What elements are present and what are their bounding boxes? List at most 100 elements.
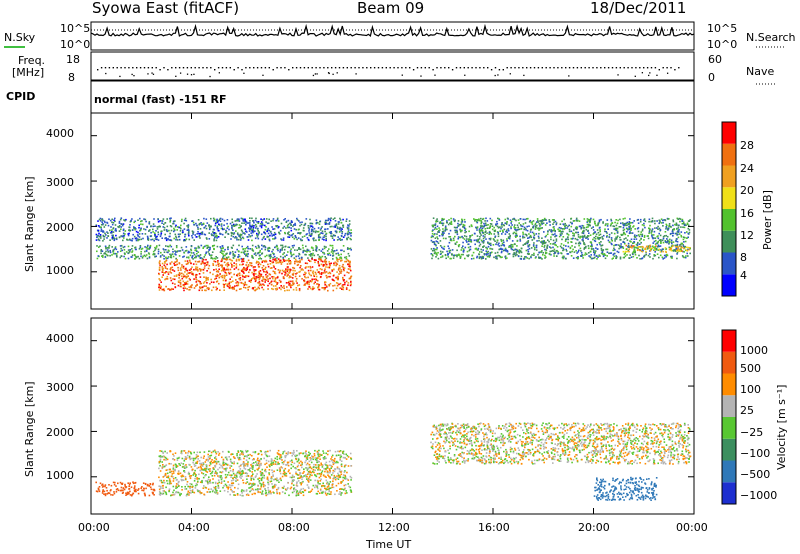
power-echo-point <box>564 240 567 242</box>
power-echo-point <box>553 253 555 255</box>
power-echo-point <box>179 226 181 229</box>
power-echo-point <box>192 252 195 254</box>
power-echo-point <box>237 219 240 222</box>
power-echo-point <box>207 278 209 281</box>
power-echo-point <box>299 266 301 269</box>
velocity-echo-point <box>178 463 180 465</box>
power-echo-point <box>432 217 435 219</box>
power-echo-point <box>678 244 681 246</box>
power-echo-point <box>302 269 304 271</box>
power-echo-point <box>166 275 169 278</box>
freq-point <box>190 67 192 69</box>
velocity-echo-point <box>224 483 227 486</box>
power-echo-point <box>100 223 103 226</box>
power-echo-point <box>222 269 224 271</box>
power-echo-point <box>265 221 267 223</box>
power-echo-point <box>593 231 596 234</box>
power-echo-point <box>102 234 105 237</box>
power-echo-point <box>308 230 310 232</box>
power-echo-point <box>476 240 479 243</box>
power-echo-point <box>231 227 233 230</box>
power-echo-point <box>342 263 344 266</box>
power-echo-point <box>292 266 294 269</box>
power-echo-point <box>608 252 610 255</box>
power-echo-point <box>188 234 190 237</box>
power-echo-point <box>512 218 514 220</box>
power-echo-point <box>479 251 481 253</box>
power-echo-point <box>337 260 339 263</box>
power-echo-point <box>197 245 200 248</box>
power-echo-point <box>486 232 488 234</box>
power-echo-point <box>276 245 278 248</box>
power-echo-point <box>293 244 295 247</box>
power-echo-point <box>313 239 315 242</box>
power-echo-point <box>455 229 457 232</box>
power-echo-point <box>287 282 290 284</box>
power-echo-point <box>242 263 244 265</box>
power-echo-point <box>214 224 217 227</box>
power-echo-point <box>446 228 448 231</box>
power-echo-point <box>683 256 685 259</box>
power-echo-point <box>680 248 682 250</box>
power-echo-point <box>480 225 483 228</box>
power-echo-point <box>260 221 263 223</box>
power-echo-point <box>503 249 506 251</box>
power-echo-point <box>173 237 175 240</box>
power-echo-point <box>494 252 497 254</box>
power-echo-point <box>626 239 629 241</box>
velocity-echo-point <box>152 483 154 486</box>
power-echo-point <box>241 260 243 263</box>
power-echo-point <box>253 266 255 268</box>
power-echo-point <box>347 224 349 226</box>
power-echo-point <box>487 242 489 244</box>
power-echo-point <box>241 270 243 272</box>
power-echo-point <box>348 263 351 265</box>
power-echo-point <box>340 221 343 224</box>
power-echo-point <box>436 247 438 249</box>
power-echo-point <box>152 231 154 233</box>
power-echo-point <box>248 285 251 288</box>
power-echo-point <box>282 253 284 256</box>
freq-point <box>249 67 251 69</box>
power-echo-point <box>602 234 605 237</box>
power-echo-point <box>339 219 342 221</box>
power-echo-point <box>169 219 172 222</box>
power-echo-point <box>329 264 331 266</box>
freq-point <box>167 69 169 71</box>
power-echo-point <box>293 238 296 240</box>
power-echo-point <box>328 271 331 274</box>
power-echo-point <box>131 254 134 257</box>
power-echo-point <box>461 230 463 232</box>
power-echo-point <box>670 249 673 252</box>
power-echo-point <box>513 253 515 255</box>
power-echo-point <box>238 227 240 229</box>
power-echo-point <box>290 261 292 263</box>
power-echo-point <box>298 247 300 249</box>
power-echo-point <box>230 271 232 274</box>
power-echo-point <box>431 257 433 260</box>
power-echo-point <box>587 252 590 254</box>
power-echo-point <box>571 245 573 247</box>
power-echo-point <box>212 262 214 265</box>
power-echo-point <box>588 255 590 257</box>
power-echo-point <box>476 256 478 259</box>
power-echo-point <box>506 229 508 232</box>
power-echo-point <box>553 255 555 257</box>
power-echo-point <box>585 226 588 229</box>
power-echo-point <box>288 280 291 283</box>
power-echo-point <box>229 278 231 280</box>
power-echo-point <box>170 239 173 242</box>
power-echo-point <box>158 262 161 265</box>
power-echo-point <box>467 255 469 258</box>
power-echo-point <box>629 218 631 220</box>
power-echo-point <box>270 281 272 283</box>
power-echo-point <box>629 226 631 228</box>
power-echo-point <box>606 251 609 253</box>
power-echo-point <box>651 220 654 222</box>
power-echo-point <box>255 254 257 257</box>
power-echo-point <box>665 234 667 237</box>
power-echo-point <box>275 281 277 283</box>
power-echo-point <box>283 248 286 251</box>
power-echo-point <box>272 252 274 255</box>
power-echo-point <box>213 260 215 262</box>
